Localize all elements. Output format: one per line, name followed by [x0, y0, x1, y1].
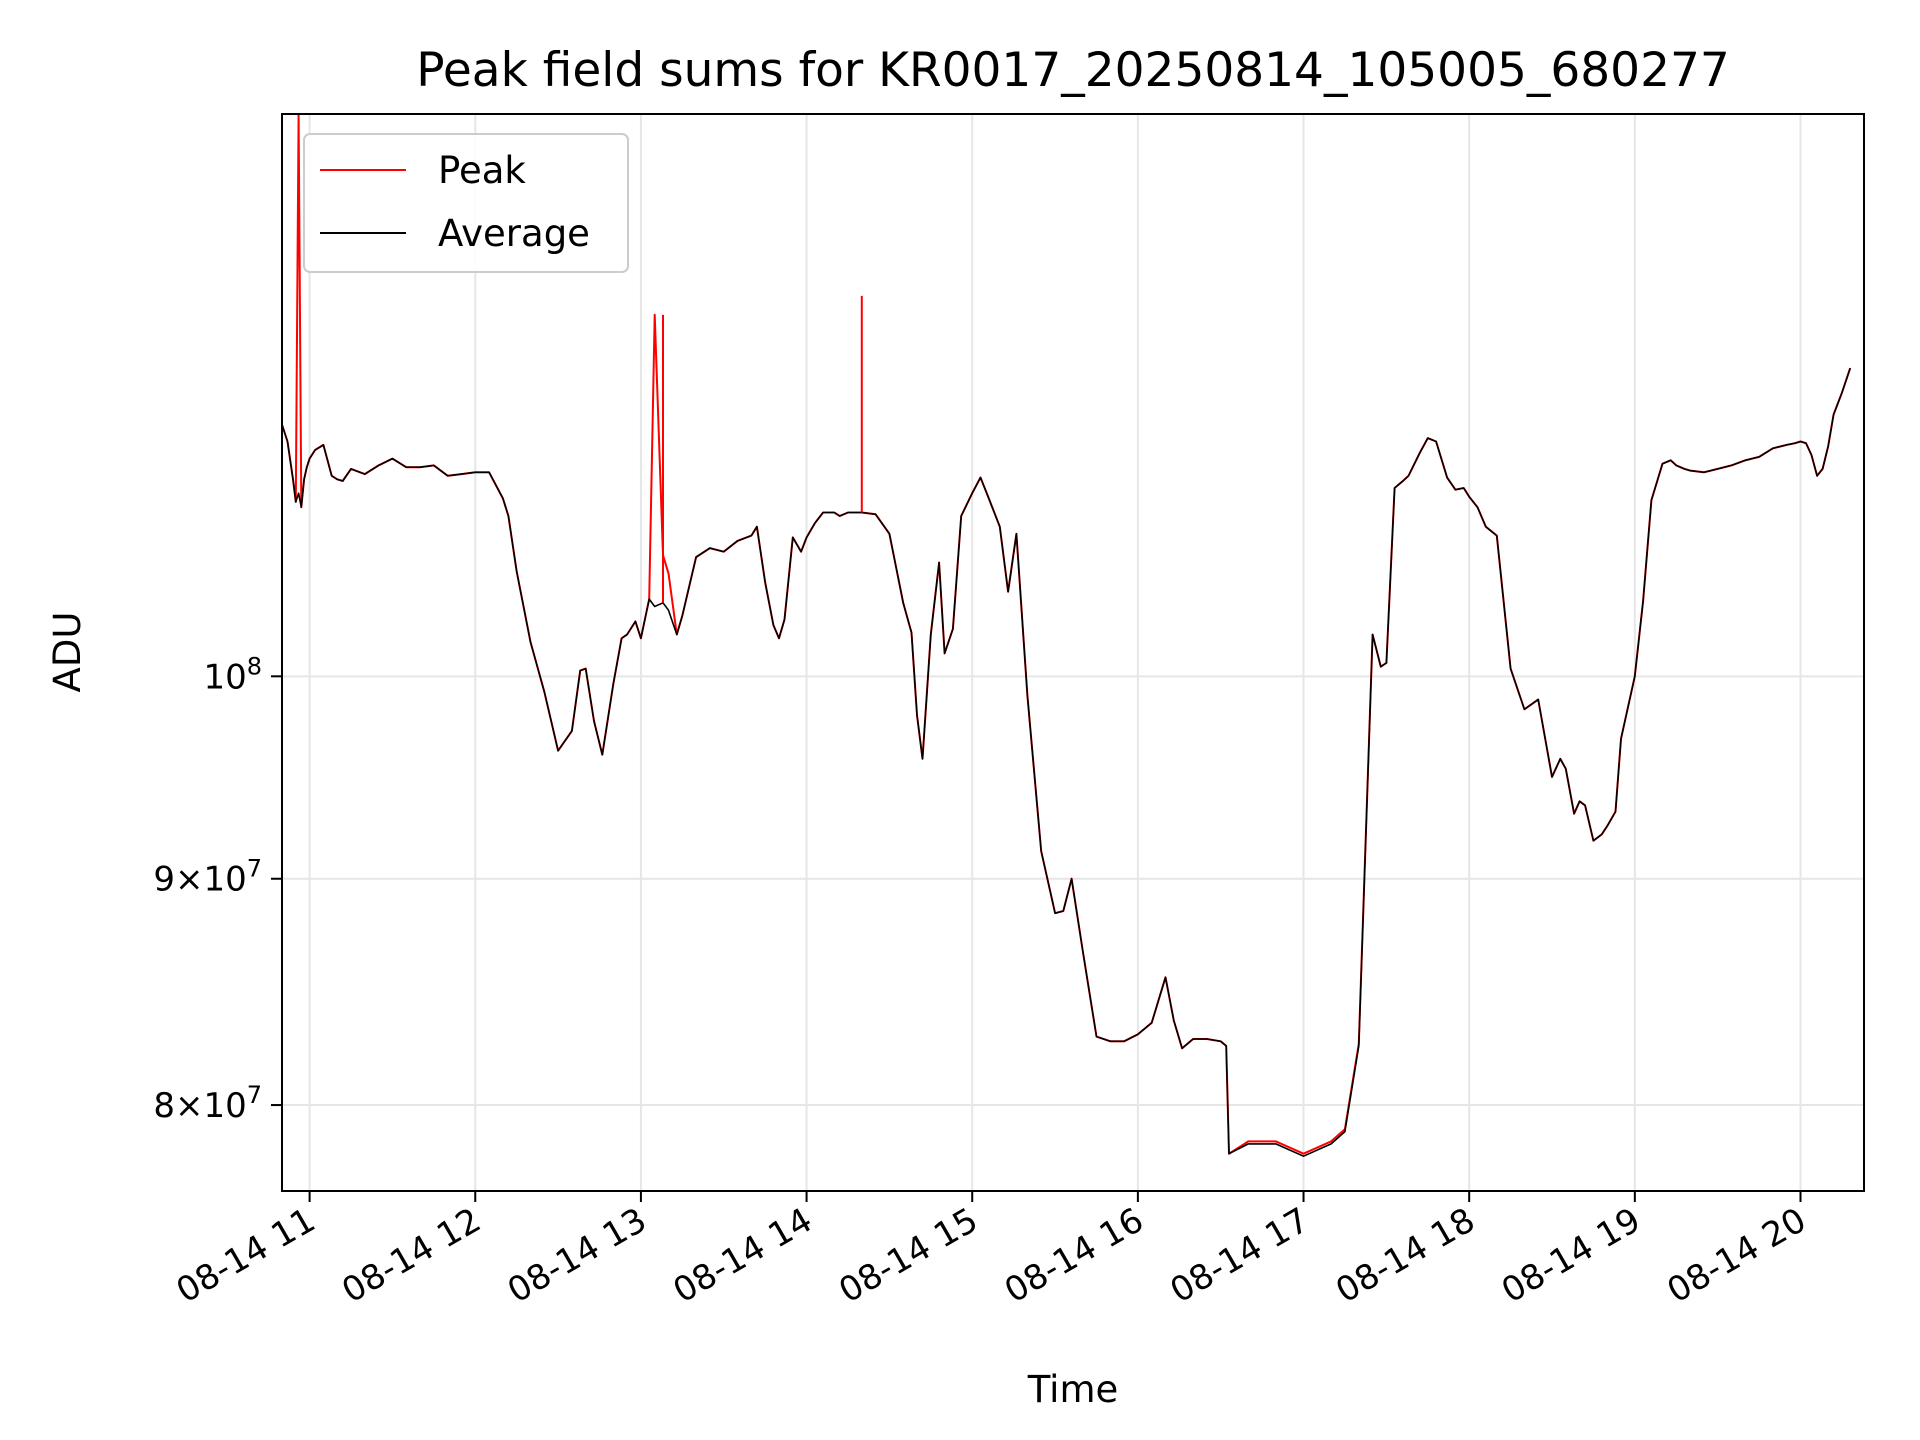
x-axis-label: Time [1027, 1368, 1119, 1411]
grid-lines [282, 114, 1864, 1191]
y-axis: 8×107 9×107 108 [153, 652, 282, 1126]
chart-title: Peak field sums for KR0017_20250814_1050… [416, 43, 1730, 98]
legend-label-peak: Peak [438, 149, 526, 192]
legend-box [303, 133, 629, 273]
legend-label-average: Average [438, 212, 590, 255]
series-layer [281, 113, 1852, 1157]
series-line-average [281, 367, 1851, 1157]
y-tick-label: 108 [203, 652, 262, 697]
y-tick-label: 9×107 [153, 855, 262, 900]
y-tick-label: 8×107 [153, 1081, 262, 1126]
legend: Peak Average [303, 133, 629, 273]
plot-frame [281, 113, 1865, 1192]
y-axis-label: ADU [46, 612, 89, 693]
